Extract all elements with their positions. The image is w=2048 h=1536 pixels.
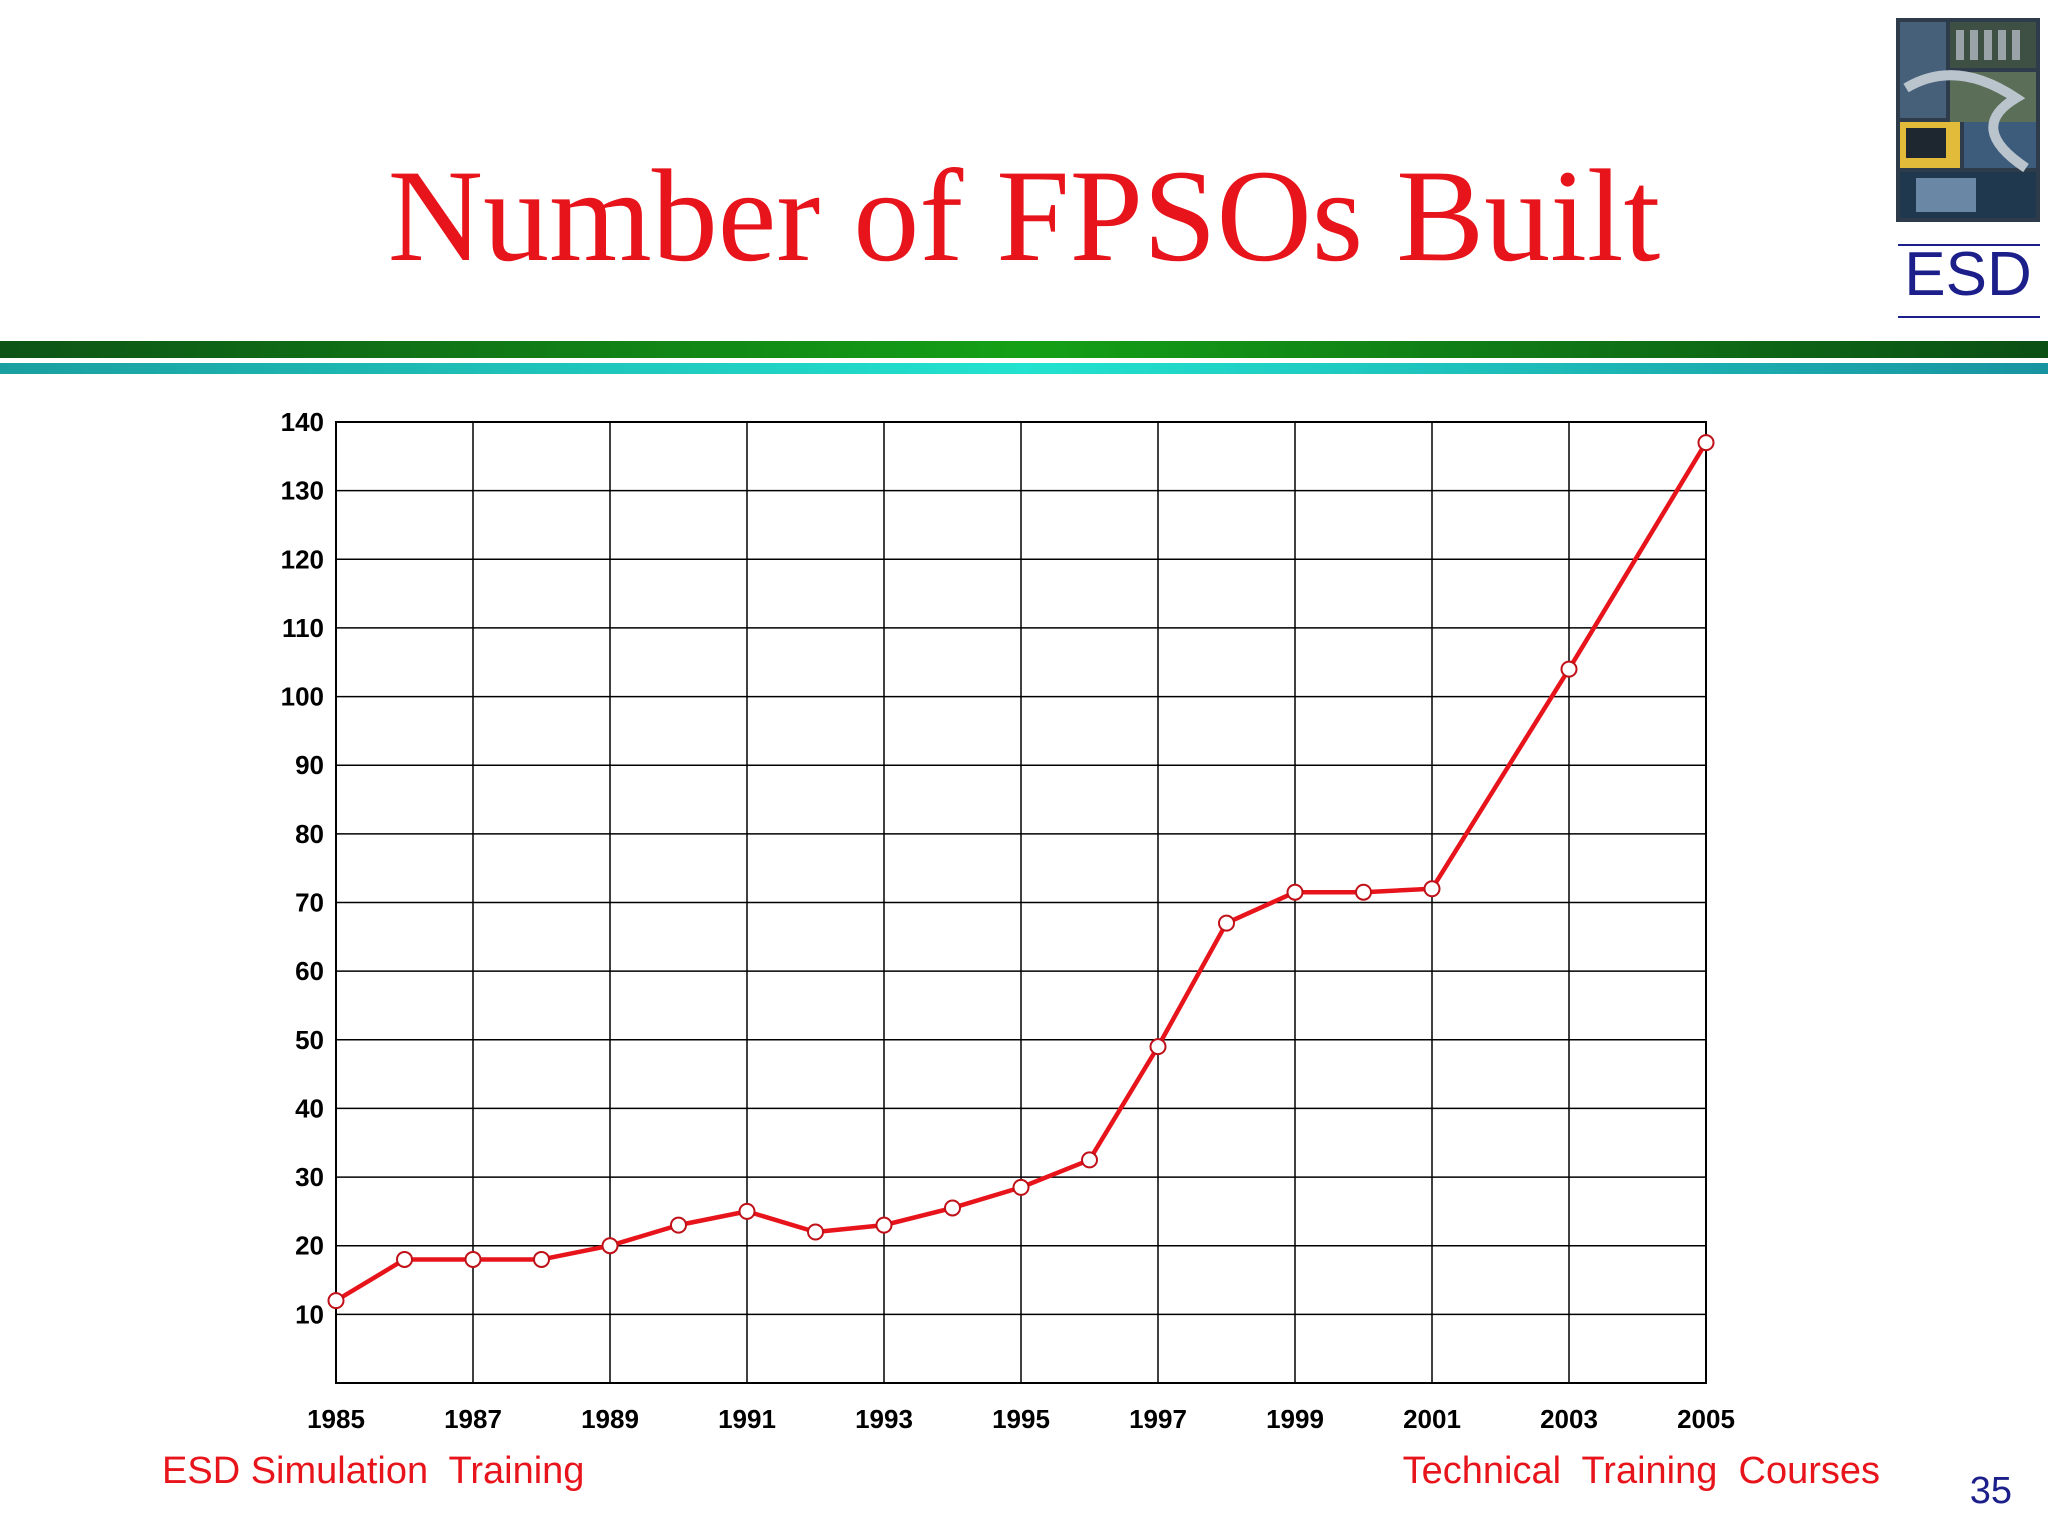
y-tick-label: 70: [295, 888, 324, 918]
x-tick-label: 1995: [992, 1404, 1050, 1434]
logo-rule-bottom: [1898, 316, 2040, 318]
data-point: [1560, 660, 1578, 678]
x-tick-label: 1985: [307, 1404, 365, 1434]
page-number: 35: [1969, 1470, 2012, 1512]
footer-left-text: ESD Simulation Training: [162, 1450, 585, 1492]
data-point: [1423, 880, 1441, 898]
x-tick-label: 2005: [1677, 1404, 1735, 1434]
y-tick-label: 140: [281, 407, 324, 437]
logo-rule-top: [1898, 244, 2040, 246]
y-tick-label: 100: [281, 682, 324, 712]
y-tick-label: 120: [281, 544, 324, 574]
x-tick-label: 1989: [581, 1404, 639, 1434]
data-point: [327, 1292, 345, 1310]
data-point: [1697, 434, 1715, 452]
esd-logo-image: [1896, 18, 2040, 222]
header-band-teal: [0, 363, 2048, 374]
data-point: [464, 1250, 482, 1268]
x-tick-label: 1999: [1266, 1404, 1324, 1434]
y-tick-label: 30: [295, 1162, 324, 1192]
y-tick-label: 20: [295, 1231, 324, 1261]
data-point: [738, 1202, 756, 1220]
data-point: [1218, 914, 1235, 932]
data-point: [875, 1216, 893, 1234]
x-tick-label: 1991: [718, 1404, 776, 1434]
data-point: [1081, 1151, 1098, 1169]
data-point: [533, 1250, 550, 1268]
y-tick-label: 90: [295, 750, 324, 780]
y-tick-label: 130: [281, 476, 324, 506]
y-tick-label: 50: [295, 1025, 324, 1055]
header-band-green: [0, 341, 2048, 358]
slide-title: Number of FPSOs Built: [387, 142, 1661, 289]
esd-logo-text: ESD: [1904, 240, 2032, 309]
data-point: [670, 1216, 687, 1234]
y-tick-label: 40: [295, 1093, 324, 1123]
data-point: [807, 1223, 824, 1241]
data-point: [1286, 883, 1304, 901]
x-tick-label: 1987: [444, 1404, 502, 1434]
x-tick-label: 2003: [1540, 1404, 1598, 1434]
x-tick-label: 1997: [1129, 1404, 1187, 1434]
x-tick-label: 1993: [855, 1404, 913, 1434]
data-point: [944, 1199, 961, 1217]
data-point: [1149, 1038, 1167, 1056]
data-point: [601, 1237, 619, 1255]
y-tick-label: 110: [282, 613, 324, 643]
y-tick-label: 10: [295, 1299, 324, 1329]
data-point: [1355, 883, 1372, 901]
y-tick-label: 80: [295, 819, 324, 849]
x-tick-label: 2001: [1403, 1404, 1461, 1434]
data-point: [396, 1250, 413, 1268]
data-point: [1012, 1178, 1030, 1196]
y-tick-label: 60: [295, 956, 324, 986]
footer-right-text: Technical Training Courses: [1402, 1450, 1880, 1492]
